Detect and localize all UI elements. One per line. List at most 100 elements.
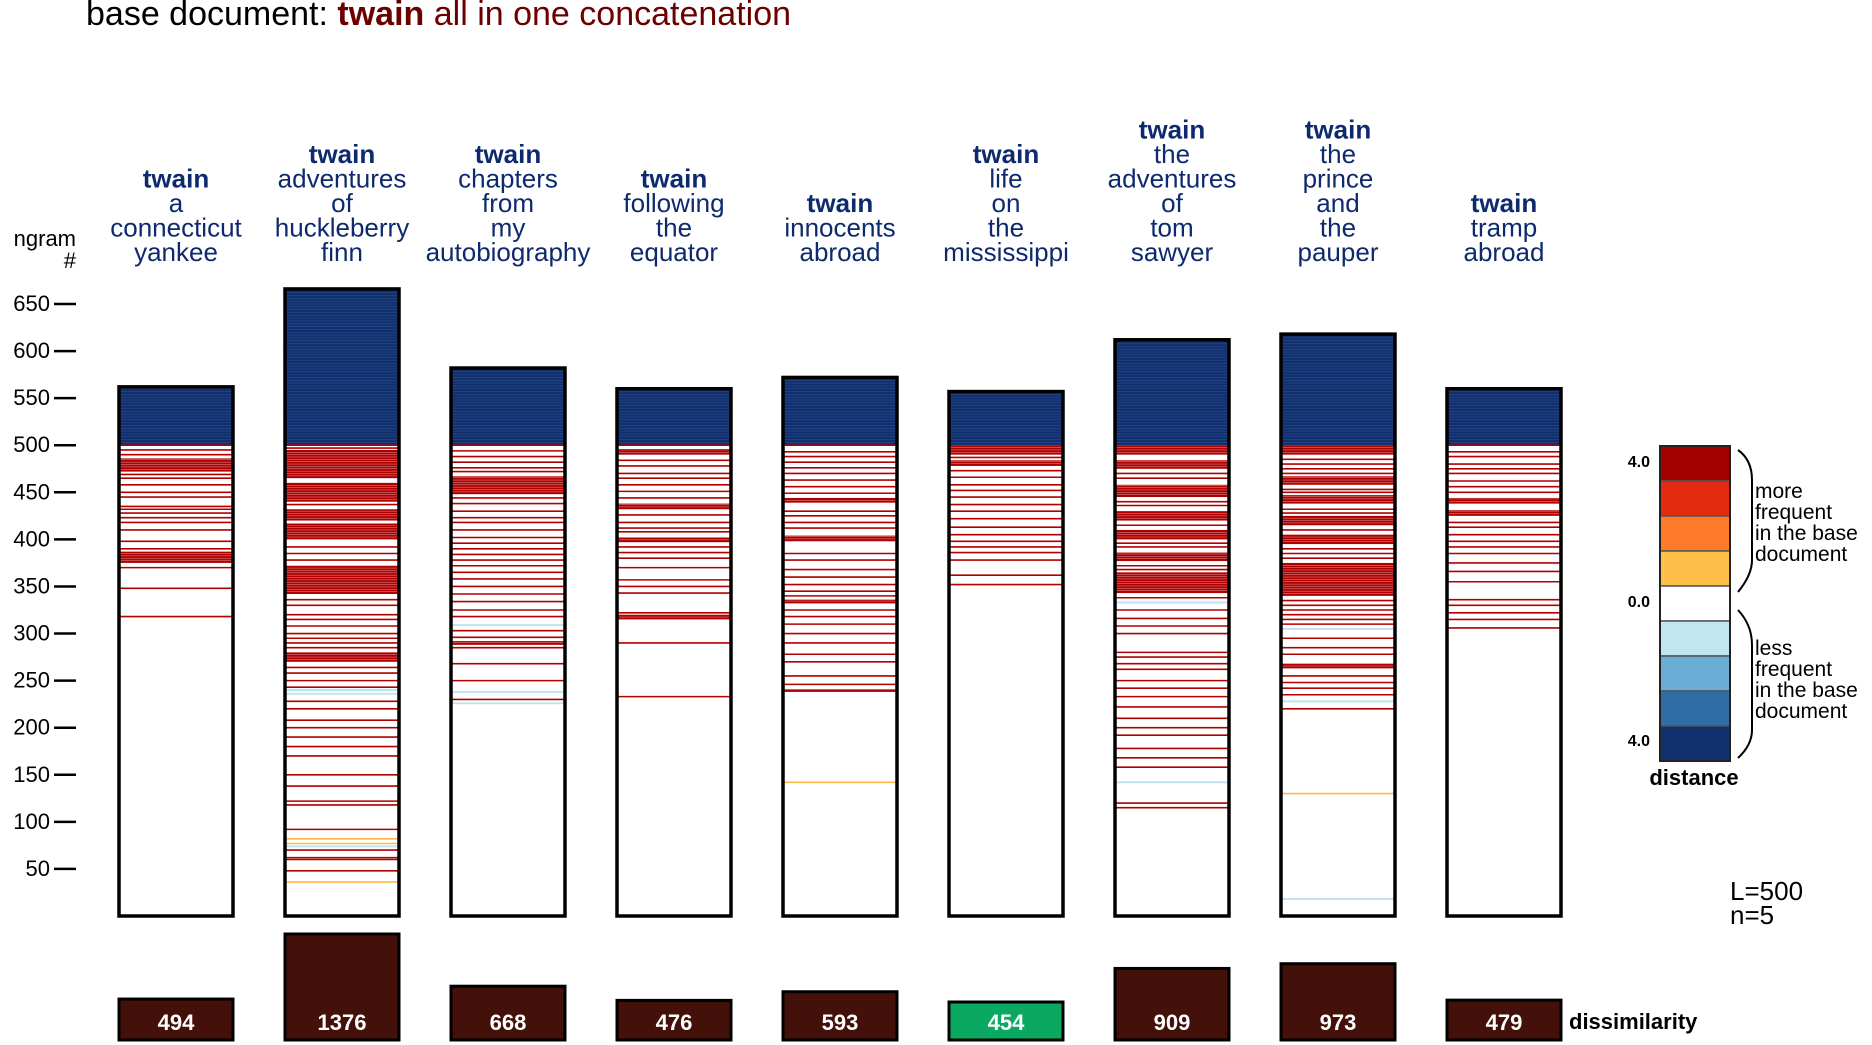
- column-title-line: a: [169, 188, 184, 218]
- y-tick-label: 100: [13, 809, 50, 834]
- legend-swatch: [1659, 515, 1731, 552]
- column-background: [783, 377, 897, 916]
- legend-less-line3: in the base: [1755, 679, 1858, 702]
- dissimilarity-value: 476: [656, 1010, 693, 1035]
- ngram-band: [1115, 460, 1229, 469]
- column-title-line: the: [656, 213, 692, 243]
- y-axis-label-line1: ngram: [14, 226, 76, 251]
- dissimilarity-bar: [781, 990, 899, 1042]
- chart-title: base document: twain all in one concaten…: [86, 0, 791, 33]
- column-outline: [781, 375, 899, 918]
- dissimilarity-bar: [1113, 966, 1231, 1042]
- ngram-band: [451, 641, 565, 645]
- ngram-band: [1115, 572, 1229, 594]
- column-title-line: huckleberry: [275, 213, 409, 243]
- column-title-line: yankee: [134, 237, 218, 267]
- column-outline: [283, 287, 401, 918]
- ngram-band: [783, 599, 897, 604]
- legend-less-line4: document: [1755, 700, 1847, 723]
- y-tick-label: 200: [13, 715, 50, 740]
- ngram-band: [1281, 495, 1395, 504]
- column-background: [617, 388, 731, 916]
- ngram-band: [1447, 510, 1561, 516]
- dissimilarity-bar: [1445, 998, 1563, 1042]
- column-title-line: connecticut: [110, 213, 242, 243]
- legend-swatch: [1659, 690, 1731, 727]
- y-tick-label: 250: [13, 668, 50, 693]
- column-title-line: tramp: [1471, 213, 1537, 243]
- ngram-band: [1447, 497, 1561, 504]
- column-title-line: abroad: [1464, 237, 1545, 267]
- column-outline: [449, 366, 567, 918]
- y-tick-label: 650: [13, 291, 50, 316]
- dissimilarity-bar: [615, 998, 733, 1042]
- ngram-band: [783, 535, 897, 542]
- less-frequent-block: [1281, 334, 1395, 446]
- legend-caption: distance: [1649, 765, 1738, 790]
- legend-swatch: [1659, 655, 1731, 692]
- column-title-line: tom: [1150, 213, 1193, 243]
- dissimilarity-value: 668: [490, 1010, 527, 1035]
- column-title-line: on: [992, 188, 1021, 218]
- column-outline: [117, 385, 235, 918]
- column-title-line: pauper: [1298, 237, 1379, 267]
- column-author: twain: [1139, 115, 1205, 145]
- less-frequent-block: [451, 368, 565, 446]
- legend-more-line3: in the base: [1755, 522, 1858, 545]
- y-tick-label: 600: [13, 338, 50, 363]
- y-tick-label: 400: [13, 526, 50, 551]
- legend-less-line1: less: [1755, 637, 1792, 660]
- ngram-band: [285, 509, 399, 521]
- column-title-line: innocents: [784, 213, 895, 243]
- column-title-line: autobiography: [426, 237, 591, 267]
- column-author: twain: [641, 164, 707, 194]
- param-L: L=500: [1730, 876, 1803, 906]
- column-title-line: sawyer: [1131, 237, 1214, 267]
- distance-legend: [1659, 445, 1753, 762]
- dissimilarity-bar: [1279, 962, 1397, 1042]
- y-tick-label: 450: [13, 479, 50, 504]
- title-rest: all in one concatenation: [424, 0, 791, 33]
- column-title-line: abroad: [800, 237, 881, 267]
- dissimilarity-value: 494: [158, 1010, 195, 1035]
- dissimilarity-bar: [117, 997, 235, 1042]
- column-title-line: of: [331, 188, 353, 218]
- column-title-line: the: [988, 213, 1024, 243]
- column-background: [1447, 388, 1561, 916]
- legend-swatch: [1659, 480, 1731, 517]
- legend-swatch: [1659, 725, 1731, 762]
- column-title-line: the: [1320, 213, 1356, 243]
- ngram-band: [119, 458, 233, 472]
- column-author: twain: [1305, 115, 1371, 145]
- legend-swatch: [1659, 550, 1731, 587]
- ngram-band: [949, 460, 1063, 466]
- ngram-band: [617, 503, 731, 510]
- ngram-band: [451, 476, 565, 495]
- dissimilarity-value: 973: [1320, 1010, 1357, 1035]
- dissimilarity-bar: [283, 932, 401, 1042]
- column-outline: [1113, 338, 1231, 918]
- column-author: twain: [143, 164, 209, 194]
- less-frequent-block: [1115, 339, 1229, 446]
- column-title-line: and: [1316, 188, 1359, 218]
- legend-more-line4: document: [1755, 543, 1847, 566]
- ngram-band: [1115, 552, 1229, 562]
- dissimilarity-value: 593: [822, 1010, 859, 1035]
- column-outline: [947, 389, 1065, 918]
- y-tick-label: 300: [13, 621, 50, 646]
- column-title-line: mississippi: [943, 237, 1069, 267]
- dissimilarity-label: dissimilarity: [1569, 1009, 1698, 1034]
- legend-bottom-value: 4.0: [1628, 733, 1650, 750]
- column-title-line: chapters: [458, 164, 558, 194]
- y-axis-label-line2: #: [64, 248, 77, 273]
- column-title-line: of: [1161, 188, 1183, 218]
- ngram-band: [783, 689, 897, 692]
- ngram-band: [119, 551, 233, 563]
- legend-more-line1: more: [1755, 480, 1803, 503]
